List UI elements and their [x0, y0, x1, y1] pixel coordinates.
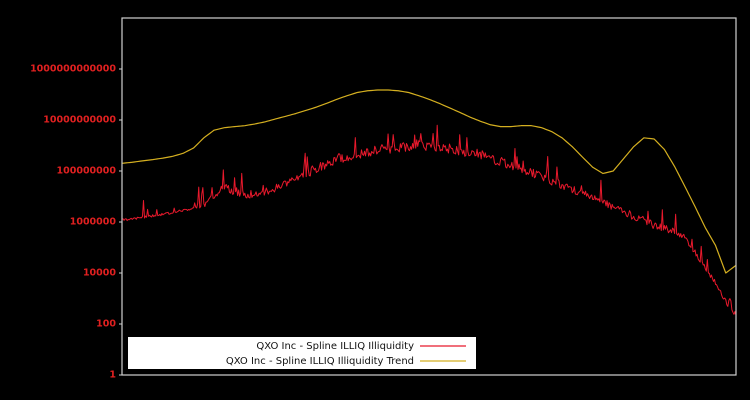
legend-label: QXO Inc - Spline ILLIQ Illiquidity: [256, 341, 414, 352]
y-axis-tick-label: 10000: [83, 268, 116, 279]
series-trend: [121, 89, 737, 274]
plot-frame: [121, 17, 737, 376]
y-axis-tick-label: 100000000: [57, 166, 117, 177]
y-axis-tick-labels: 1 100 10000 1000000 100000000 10000000000 1000…: [30, 64, 122, 381]
plot-area-background: [122, 18, 736, 375]
legend-label: QXO Inc - Spline ILLIQ Illiquidity Trend: [226, 356, 414, 367]
series-layer: [121, 89, 737, 316]
y-axis-tick-label: 100: [96, 319, 116, 330]
series-illiquidity: [121, 124, 737, 316]
y-axis-tick-label: 10000000000: [43, 115, 116, 126]
chart-legend[interactable]: QXO Inc - Spline ILLIQ Illiquidity QXO In…: [128, 337, 476, 369]
legend-background: [128, 337, 476, 369]
y-axis-tick-label: 1: [109, 370, 116, 381]
y-axis-tick-label: 1000000000000: [30, 64, 116, 75]
y-axis-tick-label: 1000000: [70, 217, 117, 228]
